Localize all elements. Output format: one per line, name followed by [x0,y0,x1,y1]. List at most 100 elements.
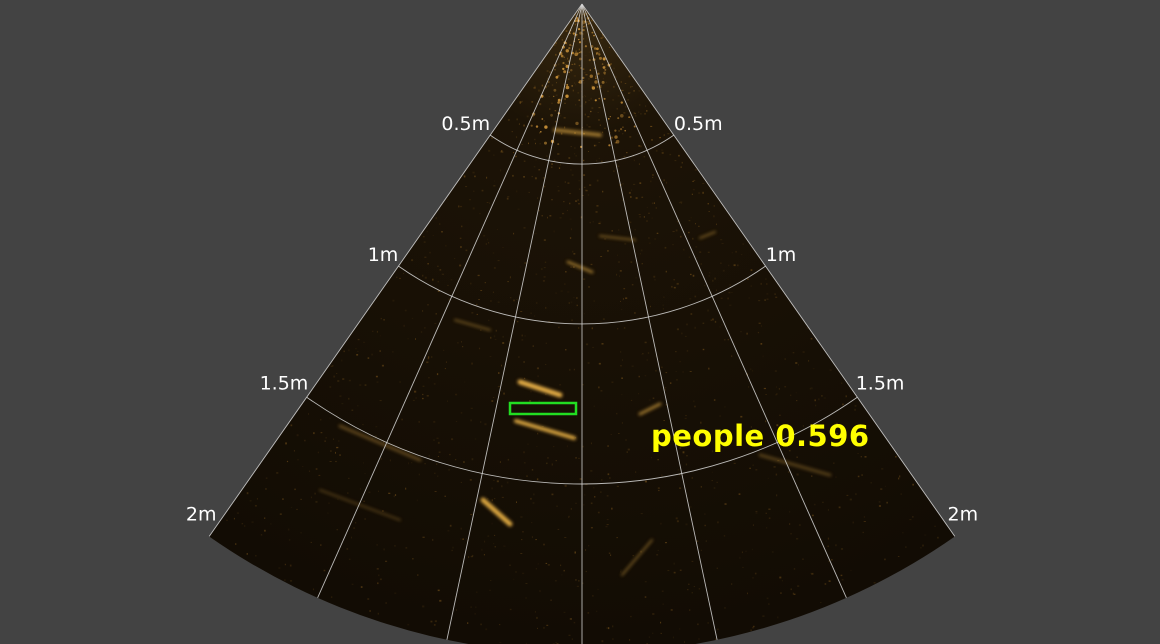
bearing-line [317,3,583,598]
speckle-dot [477,274,480,277]
speckle-dot [308,413,309,415]
speckle-dot [483,234,486,237]
speckle-dot [596,51,599,55]
speckle-dot [622,126,624,128]
speckle-dot [716,481,718,483]
speckle-dot [412,558,414,560]
speckle-dot [371,330,374,332]
speckle-dot [458,205,460,208]
speckle-dot [641,353,643,355]
speckle-dot [855,493,857,496]
speckle-dot [341,403,344,405]
speckle-dot [790,394,792,396]
speckle-dot [656,232,659,234]
speckle-dot [811,475,813,477]
speckle-dot [582,33,584,35]
speckle-dot [493,335,496,338]
speckle-dot [688,256,691,258]
speckle-dot [597,72,600,75]
speckle-dot [357,338,360,341]
speckle-dot [494,498,496,500]
speckle-dot [289,564,292,567]
speckle-dot [937,536,939,539]
speckle-dot [578,327,580,329]
speckle-dot [315,468,318,470]
speckle-dot [766,298,769,300]
speckle-dot [596,69,599,72]
speckle-dot [585,570,587,573]
speckle-dot [682,371,684,373]
speckle-dot [669,382,672,384]
speckle-dot [914,566,917,568]
speckle-dot [749,368,752,370]
speckle-dot [687,589,689,591]
speckle-dot [537,432,539,435]
speckle-dot [500,150,502,153]
speckle-dot [604,68,607,71]
speckle-dot [622,359,623,361]
speckle-dot [455,421,458,422]
speckle-dot [560,54,564,58]
speckle-dot [607,90,609,92]
speckle-dot [544,261,547,263]
speckle-dot [484,540,486,543]
speckle-dot [567,57,569,60]
speckle-dot [614,135,618,139]
speckle-dot [606,63,609,66]
speckle-dot [694,326,696,329]
speckle-dot [555,53,557,56]
speckle-dot [463,175,466,178]
speckle-dot [619,270,622,272]
speckle-dot [346,548,349,550]
speckle-dot [593,48,596,50]
speckle-dot [624,129,626,132]
speckle-dot [578,64,581,67]
speckle-dot [549,108,551,110]
speckle-dot [565,94,569,98]
speckle-dot [582,195,584,196]
speckle-dot [478,347,481,350]
speckle-dot [680,201,683,203]
speckle-dot [665,542,667,544]
speckle-dot [312,588,315,591]
speckle-dot [646,220,648,222]
speckle-dot [470,419,472,422]
speckle-dot [491,400,494,402]
speckle-dot [828,560,831,563]
speckle-dot [638,145,641,147]
speckle-dot [524,377,526,379]
speckle-dot [532,502,535,504]
speckle-dot [568,78,570,80]
speckle-dot [522,572,525,575]
speckle-dot [602,78,604,80]
speckle-dot [555,292,558,294]
speckle-dot [578,28,581,31]
speckle-dot [697,623,699,626]
speckle-dot [568,47,571,50]
speckle-dot [700,486,702,488]
speckle-dot [768,603,770,605]
speckle-dot [599,52,601,55]
speckle-dot [766,283,768,285]
speckle-dot [796,473,799,476]
speckle-dot [768,508,771,510]
speckle-dot [546,70,549,72]
speckle-dot [455,393,458,396]
speckle-dot [757,331,760,334]
speckle-dot [766,527,768,529]
speckle-dot [536,446,538,447]
speckle-dot [588,99,590,101]
speckle-dot [552,141,555,144]
speckle-dot [616,412,618,415]
speckle-dot [708,367,710,370]
speckle-dot [646,359,648,361]
speckle-dot [544,96,545,98]
speckle-dot [660,142,663,143]
speckle-dot [678,219,680,221]
speckle-dot [290,506,293,508]
speckle-dot [513,232,515,235]
speckle-dot [850,569,852,571]
speckle-dot [568,71,570,73]
bearing-line [208,3,583,537]
speckle-dot [833,462,835,464]
